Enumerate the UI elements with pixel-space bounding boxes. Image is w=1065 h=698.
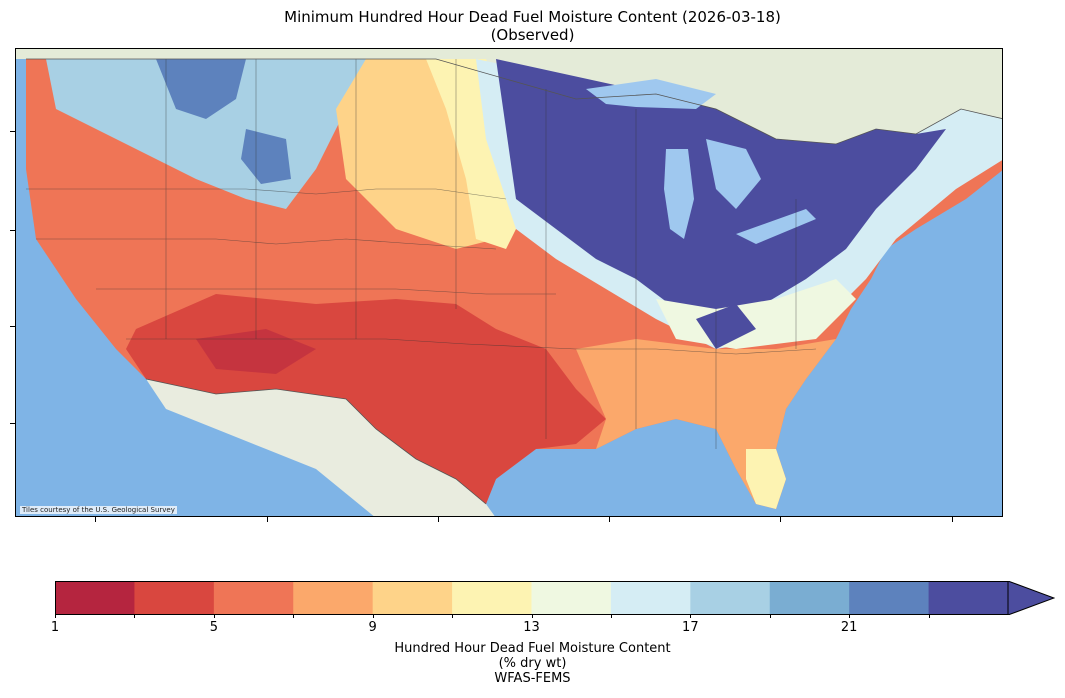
fuel-moisture-map[interactable]: Tiles courtesy of the U.S. Geological Su…	[15, 48, 1003, 517]
colorbar-tick-label: 1	[50, 620, 60, 635]
colorbar-tick-label: 21	[840, 620, 858, 635]
map-title: Minimum Hundred Hour Dead Fuel Moisture …	[284, 8, 781, 26]
colorbar-segment	[928, 581, 1008, 615]
colorbar	[55, 581, 1055, 615]
colorbar-tick-label: 9	[368, 620, 377, 635]
colorbar-segment	[55, 581, 135, 615]
colorbar-segment	[769, 581, 850, 615]
colorbar-tick	[610, 614, 612, 618]
colorbar-segment	[134, 581, 215, 615]
us-mexico-border	[145, 378, 487, 505]
colorbar-tick	[769, 614, 771, 618]
colorbar-segment	[452, 581, 532, 615]
colorbar-tick-label: 5	[209, 620, 218, 635]
x-axis-tick	[267, 517, 268, 522]
colorbar-segment	[849, 581, 930, 615]
y-axis-tick	[10, 423, 15, 424]
colorbar-segment	[531, 581, 612, 615]
tile-credit: Tiles courtesy of the U.S. Geological Su…	[20, 506, 177, 514]
colorbar-tick	[452, 614, 454, 618]
colorbar-units: (% dry wt)	[498, 656, 567, 671]
us-canada-border	[26, 58, 1002, 145]
colorbar-segment	[610, 581, 691, 615]
x-axis-tick	[780, 517, 781, 522]
lake-michigan	[664, 149, 694, 239]
colorbar-extend-arrow	[1007, 581, 1055, 615]
colorbar-tick	[849, 614, 851, 618]
southwest-driest-spot	[196, 329, 316, 374]
colorbar-tick	[55, 614, 56, 618]
colorbar-tick	[134, 614, 136, 618]
rockies-wet-spot	[241, 129, 291, 184]
tennessee-wet-spot	[696, 304, 756, 349]
colorbar-source: WFAS-FEMS	[494, 671, 571, 686]
colorbar-segment	[213, 581, 294, 615]
colorbar-tick-label: 17	[682, 620, 699, 635]
mexico-land	[146, 379, 495, 516]
colorbar-segment	[293, 581, 374, 615]
colorbar-tick	[928, 614, 930, 618]
canada-land	[16, 49, 1002, 144]
northwest-wettest-zone	[156, 59, 246, 119]
colorbar-tick	[293, 614, 295, 618]
x-axis-tick	[95, 517, 96, 522]
colorbar-tick-label: 13	[523, 620, 540, 635]
y-axis-tick	[10, 230, 15, 231]
map-subtitle: (Observed)	[490, 26, 575, 44]
x-axis-tick	[609, 517, 610, 522]
northwest-moist-zone	[46, 59, 376, 209]
colorbar-segment	[372, 581, 453, 615]
map-svg	[16, 49, 1002, 516]
x-axis-tick	[952, 517, 953, 522]
colorbar-segment	[690, 581, 771, 615]
colorbar-tick	[690, 614, 692, 618]
colorbar-tick	[531, 614, 533, 618]
state-borders	[26, 59, 817, 449]
colorbar-tick	[213, 614, 215, 618]
x-axis-tick	[438, 517, 439, 522]
y-axis-tick	[10, 131, 15, 132]
lake-huron	[706, 139, 761, 209]
florida-light-zone	[746, 449, 786, 509]
y-axis-tick	[10, 326, 15, 327]
colorbar-tick	[372, 614, 374, 618]
colorbar-title: Hundred Hour Dead Fuel Moisture Content	[394, 641, 671, 656]
